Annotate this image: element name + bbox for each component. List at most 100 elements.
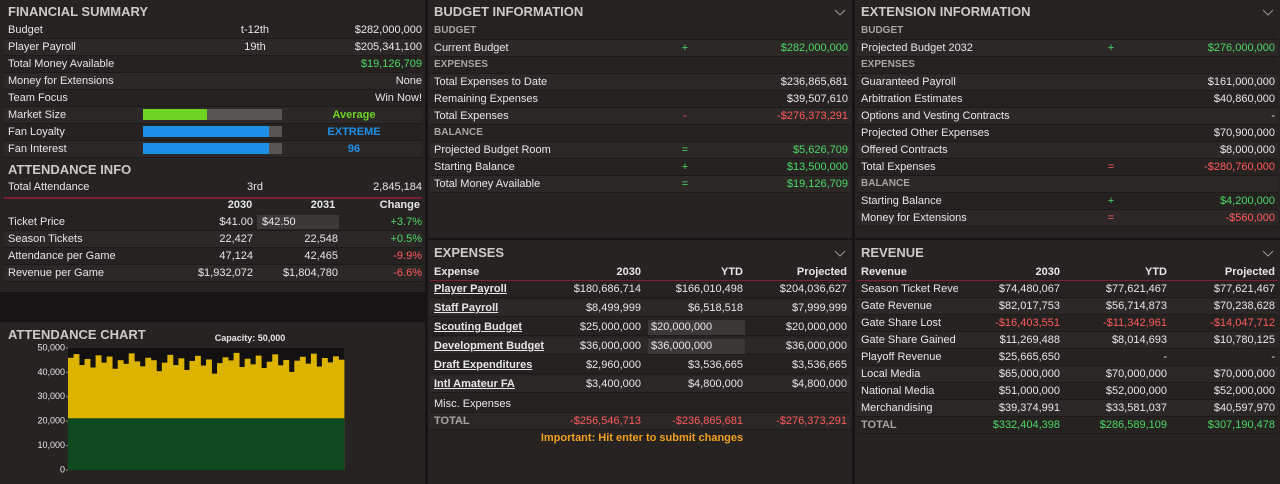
row-background xyxy=(4,73,422,90)
input-box[interactable] xyxy=(257,215,339,229)
bar xyxy=(117,418,124,470)
row-label: Total Attendance xyxy=(8,181,90,193)
bar xyxy=(156,418,163,470)
bar xyxy=(206,418,212,470)
bar xyxy=(255,355,262,470)
row-operator: + xyxy=(681,42,689,54)
row-background xyxy=(857,159,1278,176)
bar xyxy=(73,354,80,470)
bar xyxy=(250,364,257,470)
chevron-path xyxy=(1262,250,1274,257)
row-background xyxy=(430,142,850,159)
row-label: Options and Vesting Contracts xyxy=(861,110,1010,122)
meter-fill xyxy=(143,143,270,154)
row-rank: 19th xyxy=(244,41,266,53)
expense-link[interactable]: Scouting Budget xyxy=(434,321,522,333)
bar xyxy=(134,418,141,470)
row-label: Misc. Expenses xyxy=(434,398,512,410)
row-background xyxy=(430,125,850,142)
cell-input[interactable]: $36,000,000 xyxy=(651,340,713,352)
row-background xyxy=(430,57,850,74)
bar xyxy=(84,418,91,470)
row-operator: + xyxy=(681,161,689,173)
cell-2031-input[interactable]: $42.50 xyxy=(262,216,296,228)
panel-title: ATTENDANCE CHART xyxy=(8,327,146,342)
expense-link[interactable]: Staff Payroll xyxy=(434,302,499,314)
expense-link[interactable]: Intl Amateur FA xyxy=(434,378,515,390)
cell-change: +0.5% xyxy=(390,233,423,245)
row-value: Win Now! xyxy=(374,92,422,104)
cell-value: - xyxy=(1163,351,1167,363)
row-label: Budget xyxy=(8,24,43,36)
row-background xyxy=(857,23,1278,40)
cell-input[interactable]: $20,000,000 xyxy=(651,321,713,333)
row-value: $40,860,000 xyxy=(1213,93,1275,105)
row-value: -$276,373,291 xyxy=(777,110,848,122)
cell-change: -9.9% xyxy=(393,250,422,262)
bar xyxy=(266,361,273,470)
column-header: Projected xyxy=(796,266,847,278)
bar xyxy=(106,418,113,470)
row-rank: t-12th xyxy=(240,24,270,36)
column-header: Projected xyxy=(1224,266,1275,278)
bar xyxy=(84,358,91,470)
bar xyxy=(272,354,279,470)
bar xyxy=(338,359,345,470)
bar xyxy=(332,418,339,470)
meter-track xyxy=(143,143,282,154)
row-label: Money for Extensions xyxy=(861,212,967,224)
row-label: Money for Extensions xyxy=(8,75,114,87)
row-background xyxy=(857,108,1278,125)
expense-link[interactable]: Development Budget xyxy=(434,340,545,352)
column-header: YTD xyxy=(1145,266,1167,278)
row-background xyxy=(430,40,850,57)
panel-title: FINANCIAL SUMMARY xyxy=(8,4,149,19)
cell-value: -$276,373,291 xyxy=(776,415,847,427)
cell-value: $307,190,478 xyxy=(1207,419,1275,431)
row-label: Projected Other Expenses xyxy=(861,127,990,139)
row-operator: + xyxy=(1107,195,1115,207)
expense-link[interactable]: Draft Expenditures xyxy=(434,359,533,371)
row-label: Gate Revenue xyxy=(861,300,932,312)
bar xyxy=(139,418,146,470)
collapse-chevron[interactable] xyxy=(834,250,846,258)
row-label: TOTAL xyxy=(861,419,897,431)
row-background xyxy=(857,210,1278,227)
row-value: -$560,000 xyxy=(1225,212,1275,224)
collapse-chevron[interactable] xyxy=(1262,250,1274,258)
bar xyxy=(172,365,179,470)
row-label: Playoff Revenue xyxy=(861,351,942,363)
bar xyxy=(305,418,312,470)
row-background xyxy=(430,23,850,40)
row-value: $282,000,000 xyxy=(780,42,848,54)
bar xyxy=(128,353,135,470)
row-background xyxy=(4,56,422,73)
row-background xyxy=(857,193,1278,210)
row-background xyxy=(430,281,850,298)
bar xyxy=(200,365,207,470)
row-background xyxy=(857,281,1278,298)
bar xyxy=(321,418,328,470)
cell-value: -$256,546,713 xyxy=(570,415,641,427)
input-box[interactable] xyxy=(648,339,745,354)
row-background xyxy=(430,413,850,430)
row-label: Total Money Available xyxy=(8,58,115,70)
header-divider xyxy=(4,197,422,199)
meter-track xyxy=(143,109,282,120)
cell-value: $74,480,067 xyxy=(998,283,1060,295)
expense-link[interactable]: Player Payroll xyxy=(434,283,507,295)
collapse-chevron[interactable] xyxy=(834,9,846,17)
bar xyxy=(68,418,74,470)
row-value: $5,626,709 xyxy=(792,144,848,156)
cell-value: $180,686,714 xyxy=(573,283,641,295)
meter-value: Average xyxy=(332,109,376,121)
bar xyxy=(128,418,135,470)
input-box[interactable] xyxy=(648,320,745,335)
bar xyxy=(338,418,345,470)
bar xyxy=(321,358,328,470)
row-background xyxy=(857,332,1278,349)
bar xyxy=(200,418,207,470)
collapse-chevron[interactable] xyxy=(1262,9,1274,17)
panel-title: BUDGET INFORMATION xyxy=(434,4,584,19)
bar xyxy=(244,358,251,470)
